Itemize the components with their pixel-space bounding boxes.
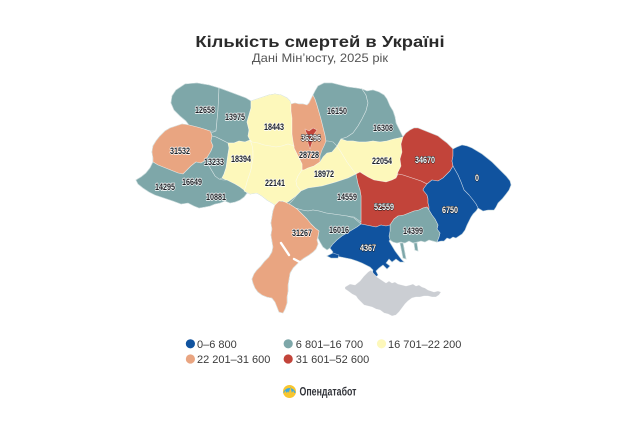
svg-text:16 701–22 200: 16 701–22 200 (388, 339, 461, 351)
svg-text:4367: 4367 (360, 243, 376, 253)
svg-text:31532: 31532 (170, 146, 190, 156)
svg-text:22 201–31 600: 22 201–31 600 (197, 354, 270, 366)
svg-text:14295: 14295 (155, 182, 175, 192)
svg-text:0: 0 (475, 173, 479, 183)
svg-text:18972: 18972 (314, 169, 334, 179)
svg-text:22141: 22141 (265, 178, 285, 188)
svg-text:0–6 800: 0–6 800 (197, 339, 237, 351)
svg-text:6 801–16 700: 6 801–16 700 (296, 339, 363, 351)
svg-text:31 601–52 600: 31 601–52 600 (296, 354, 369, 366)
svg-text:22054: 22054 (372, 156, 392, 166)
svg-text:14399: 14399 (403, 226, 423, 236)
svg-text:16649: 16649 (182, 177, 202, 187)
svg-text:16016: 16016 (329, 225, 349, 235)
svg-text:Опендатабот: Опендатабот (300, 387, 357, 399)
svg-text:34670: 34670 (415, 155, 435, 165)
svg-text:6750: 6750 (442, 205, 458, 215)
svg-text:18443: 18443 (264, 122, 284, 132)
svg-text:13975: 13975 (225, 112, 245, 122)
svg-text:52559: 52559 (374, 202, 394, 212)
svg-text:28728: 28728 (299, 150, 319, 160)
svg-text:31267: 31267 (292, 228, 312, 238)
svg-text:36296: 36296 (301, 133, 321, 143)
svg-text:13233: 13233 (204, 157, 224, 167)
svg-text:18394: 18394 (231, 154, 251, 164)
svg-text:16150: 16150 (327, 106, 347, 116)
svg-text:12658: 12658 (195, 105, 215, 115)
svg-text:10881: 10881 (206, 192, 226, 202)
svg-text:16308: 16308 (373, 123, 393, 133)
svg-text:14559: 14559 (337, 192, 357, 202)
